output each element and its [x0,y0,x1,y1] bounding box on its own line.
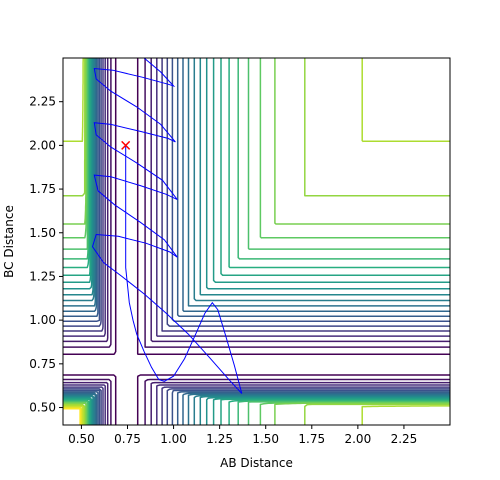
x-tick-label: 1.25 [206,432,233,446]
trajectory-group [91,58,243,394]
contour-level-line [63,58,450,425]
trajectory-line [91,58,243,394]
x-tick-label: 2.00 [344,432,371,446]
contour-level-line [63,58,450,425]
contour-level-line [63,58,450,425]
contour-level-line [63,58,450,425]
y-tick-label: 0.50 [29,401,56,415]
y-tick-label: 0.75 [29,357,56,371]
contour-level-line [63,405,84,425]
y-tick-label: 1.75 [29,182,56,196]
contour-lines [63,58,450,425]
x-tick-label: 1.00 [160,432,187,446]
contour-level-line [63,58,450,425]
x-tick-label: 0.50 [68,432,95,446]
contour-level-line [63,58,450,425]
contour-level-line [63,58,450,425]
x-tick-label: 0.75 [114,432,141,446]
x-tick-label: 1.50 [252,432,279,446]
y-tick-label: 2.00 [29,138,56,152]
y-tick-label: 2.25 [29,95,56,109]
contour-level-line [63,58,450,425]
contour-level-line [63,406,83,425]
contour-level-line [63,58,450,425]
y-tick-label: 1.25 [29,269,56,283]
y-tick-label: 1.50 [29,226,56,240]
y-axis-label: BC Distance [2,205,16,278]
start-marker [121,140,131,150]
contour-level-line [63,58,450,425]
contour-level-line [63,58,450,425]
contour-level-line [63,58,450,425]
contour-level-line [63,58,450,425]
y-tick-label: 1.00 [29,313,56,327]
y-axis: 0.50 0.75 1.00 1.25 1.50 1.75 2.00 2.25 [29,95,63,415]
contour-level-line [63,58,450,425]
plot-frame [62,57,451,426]
contour-level-line [63,58,450,425]
contour-level-line [63,58,450,425]
x-axis: 0.50 0.75 1.00 1.25 1.50 1.75 2.00 2.25 [68,425,417,446]
x-tick-label: 1.75 [298,432,325,446]
x-axis-label: AB Distance [220,456,293,470]
contour-level-line [63,58,450,425]
x-tick-label: 2.25 [391,432,418,446]
contour-level-line [63,408,81,425]
